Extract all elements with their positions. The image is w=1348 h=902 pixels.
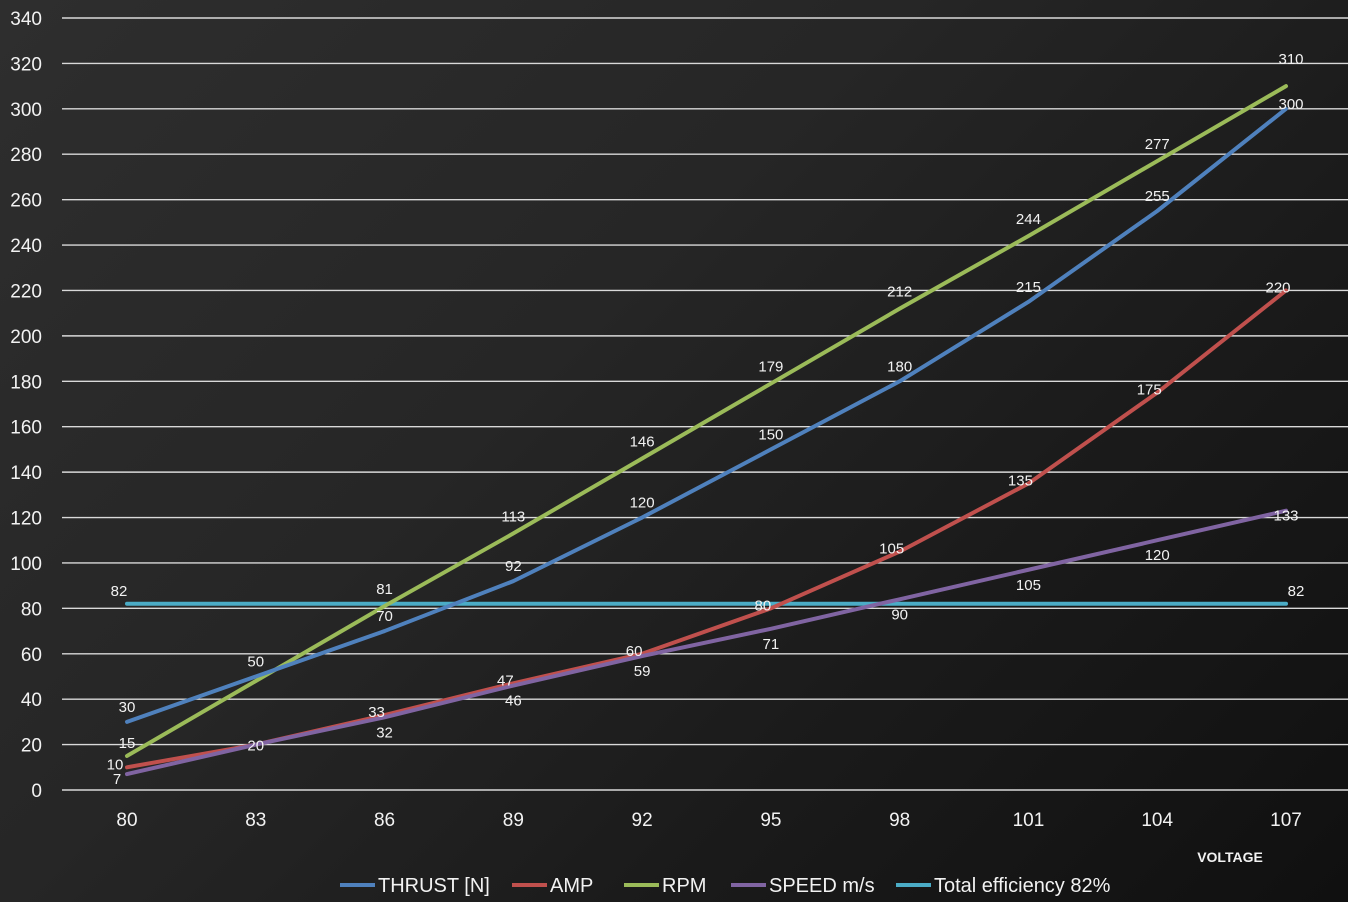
y-tick-label: 40 <box>21 690 42 711</box>
series-line <box>125 288 1288 770</box>
legend-entry: Total efficiency 82% <box>934 875 1111 897</box>
data-label: 71 <box>763 636 780 653</box>
series-lines <box>125 84 1288 777</box>
data-label: 92 <box>505 558 522 575</box>
data-label: 82 <box>111 583 128 600</box>
data-label: 59 <box>634 663 651 680</box>
y-tick-label: 140 <box>10 463 42 484</box>
y-tick-label: 260 <box>10 191 42 212</box>
data-label: 215 <box>1016 279 1041 296</box>
y-tick-label: 100 <box>10 554 42 575</box>
data-label: 255 <box>1145 188 1170 205</box>
series-line <box>125 508 1288 777</box>
y-tick-label: 280 <box>10 145 42 166</box>
data-label: 175 <box>1137 382 1162 399</box>
data-label: 105 <box>879 541 904 558</box>
data-label: 7 <box>113 771 121 788</box>
data-label: 150 <box>758 426 783 443</box>
data-label: 90 <box>891 606 908 623</box>
legend-entry: AMP <box>550 875 593 897</box>
grid-lines <box>62 17 1348 791</box>
data-label: 113 <box>501 508 525 525</box>
series-line <box>125 84 1288 758</box>
data-label: 310 <box>1278 51 1303 68</box>
x-tick-label: 95 <box>760 810 781 831</box>
data-label: 81 <box>376 581 393 598</box>
y-tick-label: 20 <box>21 736 42 757</box>
y-tick-label: 320 <box>10 54 42 75</box>
data-label: 180 <box>887 358 912 375</box>
data-label: 82 <box>1288 583 1305 600</box>
data-label: 105 <box>1016 577 1041 594</box>
data-label: 133 <box>1273 508 1298 525</box>
data-label: 300 <box>1278 96 1303 113</box>
data-label: 120 <box>1145 547 1170 564</box>
legend-entry: SPEED m/s <box>769 875 875 897</box>
y-tick-label: 300 <box>10 100 42 121</box>
data-label: 179 <box>758 359 783 376</box>
legend: THRUST [N] AMP RPM SPEED m/s Total efficienc… <box>340 875 1111 897</box>
data-label: 33 <box>368 704 385 721</box>
y-tick-label: 240 <box>10 236 42 257</box>
y-tick-label: 200 <box>10 327 42 348</box>
x-tick-label: 80 <box>116 810 137 831</box>
x-axis-tick-labels: 80 83 86 89 92 95 98 101 104 107 <box>116 810 1301 831</box>
data-label: 46 <box>505 693 522 710</box>
y-tick-label: 220 <box>10 281 42 302</box>
data-label: 30 <box>119 699 136 716</box>
y-tick-label: 340 <box>10 9 42 30</box>
data-label: 277 <box>1145 136 1170 153</box>
y-tick-label: 60 <box>21 645 42 666</box>
x-tick-label: 86 <box>374 810 395 831</box>
x-tick-label: 89 <box>503 810 524 831</box>
x-tick-label: 101 <box>1013 810 1045 831</box>
x-axis-title: VOLTAGE <box>1197 849 1263 865</box>
x-tick-label: 104 <box>1141 810 1173 831</box>
data-label: 70 <box>376 608 393 625</box>
data-label: 60 <box>626 643 643 660</box>
y-tick-label: 180 <box>10 372 42 393</box>
x-tick-label: 92 <box>632 810 653 831</box>
data-label: 146 <box>630 433 655 450</box>
data-labels: 30 50 70 92 120 150 180 215 255 300 10 33 47 60 80 105 1… <box>107 51 1305 788</box>
data-label: 47 <box>497 672 514 689</box>
data-label: 135 <box>1008 472 1033 489</box>
x-tick-label: 83 <box>245 810 266 831</box>
data-label: 212 <box>887 284 912 301</box>
data-label: 10 <box>107 756 124 773</box>
y-axis-tick-labels: 0 20 40 60 80 100 120 140 160 180 200 220 240 260 280 3… <box>10 9 42 802</box>
data-label: 220 <box>1265 279 1290 296</box>
y-tick-label: 0 <box>31 781 42 802</box>
data-label: 15 <box>119 735 136 752</box>
data-label: 20 <box>247 738 264 755</box>
legend-entry: RPM <box>662 875 706 897</box>
data-label: 244 <box>1016 211 1041 228</box>
legend-entry: THRUST [N] <box>378 875 490 897</box>
series-line <box>125 106 1288 724</box>
data-label: 120 <box>630 495 655 512</box>
data-label: 32 <box>376 724 393 741</box>
data-label: 80 <box>755 597 772 614</box>
y-tick-label: 80 <box>21 599 42 620</box>
x-tick-label: 98 <box>889 810 910 831</box>
data-label: 50 <box>247 653 264 670</box>
x-tick-label: 107 <box>1270 810 1302 831</box>
y-tick-label: 120 <box>10 509 42 530</box>
y-tick-label: 160 <box>10 418 42 439</box>
